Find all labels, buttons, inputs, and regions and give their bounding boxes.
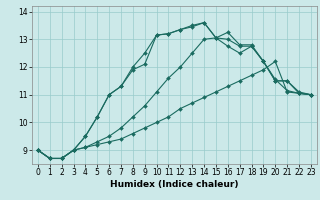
X-axis label: Humidex (Indice chaleur): Humidex (Indice chaleur) — [110, 180, 239, 189]
